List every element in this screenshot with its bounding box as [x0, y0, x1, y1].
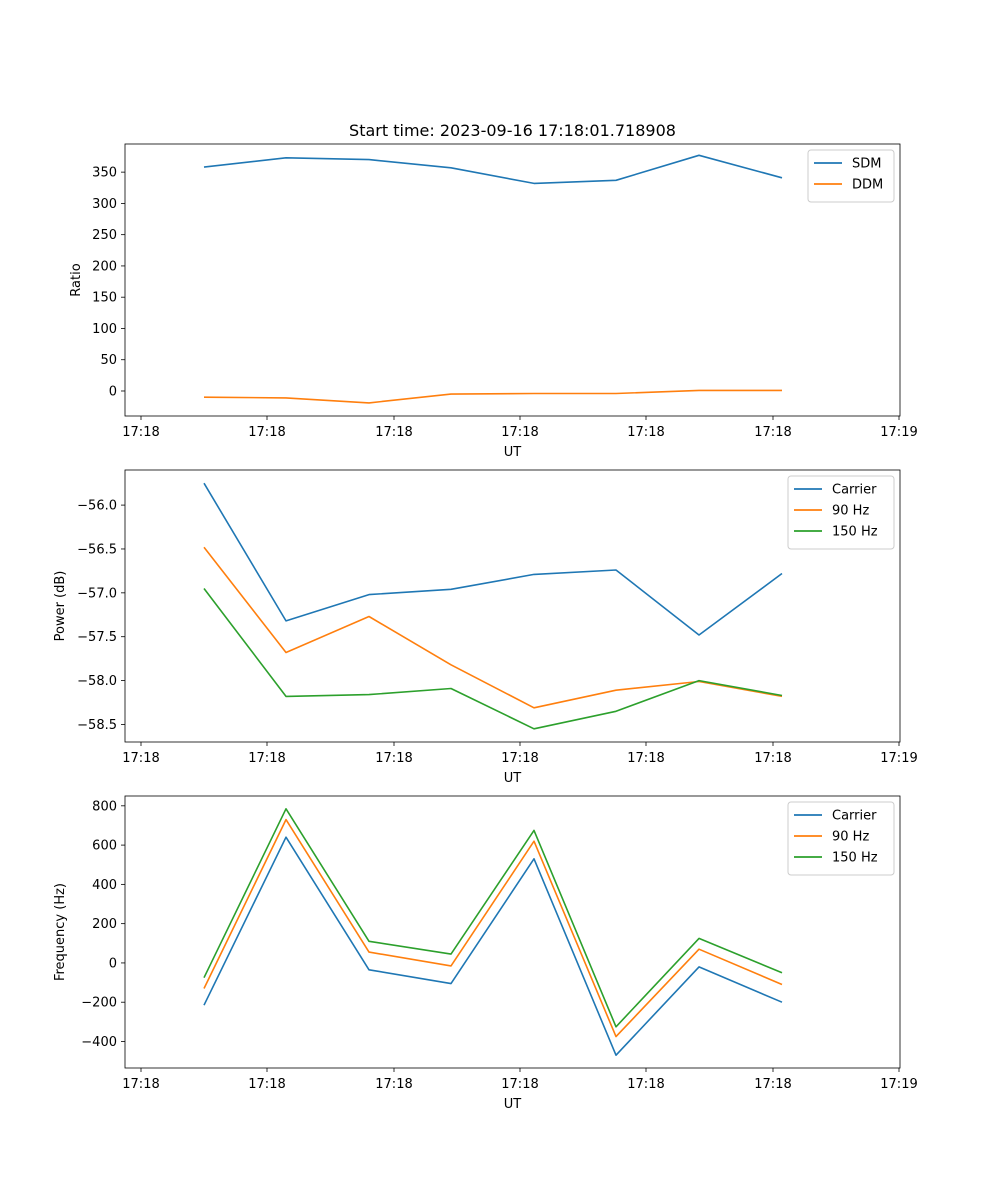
x-tick-label: 17:19: [880, 425, 917, 440]
legend: Carrier 90 Hz 150 Hz: [787, 475, 895, 550]
series-line-90-hz: [203, 546, 783, 709]
y-axis-label: Power (dB): [53, 571, 68, 642]
x-tick-label: 17:18: [754, 751, 791, 766]
x-tick-label: 17:18: [501, 425, 538, 440]
y-tick-label: 250: [92, 228, 117, 243]
plot-frame: [124, 469, 901, 743]
x-tick-label: 17:18: [122, 1077, 159, 1092]
y-tick-label: −57.0: [77, 586, 117, 601]
series-line-150-hz: [203, 588, 783, 730]
subplot-1: 17:18 17:18 17:18 17:18 17:18 17:18 17:19 0 50 10…: [69, 143, 918, 460]
y-tick-label: 100: [92, 322, 117, 337]
x-tick-label: 17:18: [627, 425, 664, 440]
x-axis-label: UT: [504, 1097, 522, 1112]
y-tick-label: 0: [109, 384, 117, 399]
y-tick-label: −57.5: [77, 630, 117, 645]
legend-label: Carrier: [832, 809, 877, 824]
x-axis-label: UT: [504, 445, 522, 460]
x-tick-label: 17:18: [122, 425, 159, 440]
y-tick-label: 800: [92, 799, 117, 814]
x-tick-label: 17:18: [501, 751, 538, 766]
x-tick-label: 17:18: [501, 1077, 538, 1092]
x-tick-label: 17:18: [248, 751, 285, 766]
legend: SDM DDM: [807, 149, 895, 203]
legend-label: DDM: [852, 178, 883, 193]
chart-title: Start time: 2023-09-16 17:18:01.718908: [349, 121, 676, 140]
subplot-3: 17:18 17:18 17:18 17:18 17:18 17:18 17:19 −400 −…: [53, 795, 918, 1112]
y-tick-label: −400: [81, 1035, 117, 1050]
x-tick-label: 17:18: [627, 1077, 664, 1092]
plot-frame: [124, 795, 901, 1069]
x-tick-label: 17:18: [754, 1077, 791, 1092]
y-axis-label: Ratio: [69, 263, 84, 296]
plot-frame: [124, 143, 901, 417]
y-tick-label: 150: [92, 291, 117, 306]
y-tick-label: 600: [92, 839, 117, 854]
series-line-90-hz: [203, 818, 783, 1038]
y-axis-label: Frequency (Hz): [53, 883, 68, 981]
y-tick-label: 400: [92, 878, 117, 893]
y-tick-label: 200: [92, 259, 117, 274]
x-tick-label: 17:18: [375, 425, 412, 440]
legend-label: 150 Hz: [832, 525, 878, 540]
y-tick-label: −200: [81, 996, 117, 1011]
y-tick-label: −58.0: [77, 674, 117, 689]
x-tick-label: 17:18: [754, 425, 791, 440]
x-tick-label: 17:18: [248, 425, 285, 440]
x-tick-label: 17:19: [880, 751, 917, 766]
series-line-carrier: [203, 482, 783, 636]
x-tick-label: 17:18: [375, 751, 412, 766]
series-line-carrier: [203, 836, 783, 1056]
series-line-sdm: [203, 154, 783, 185]
y-tick-label: 0: [109, 956, 117, 971]
y-tick-label: 50: [100, 353, 117, 368]
y-tick-label: 300: [92, 197, 117, 212]
y-tick-label: 350: [92, 166, 117, 181]
x-tick-label: 17:18: [248, 1077, 285, 1092]
legend-label: 150 Hz: [832, 851, 878, 866]
legend-label: SDM: [852, 157, 881, 172]
legend-label: 90 Hz: [832, 504, 869, 519]
y-tick-label: −56.0: [77, 499, 117, 514]
x-axis-label: UT: [504, 771, 522, 786]
legend-label: 90 Hz: [832, 830, 869, 845]
x-tick-label: 17:18: [122, 751, 159, 766]
x-tick-label: 17:18: [375, 1077, 412, 1092]
x-tick-label: 17:19: [880, 1077, 917, 1092]
y-tick-label: −58.5: [77, 718, 117, 733]
series-line-ddm: [203, 389, 782, 404]
x-tick-label: 17:18: [627, 751, 664, 766]
series-line-150-hz: [203, 807, 783, 1028]
y-tick-label: 200: [92, 917, 117, 932]
y-tick-label: −56.5: [77, 542, 117, 557]
legend-label: Carrier: [832, 483, 877, 498]
legend: Carrier 90 Hz 150 Hz: [787, 801, 895, 876]
subplot-2: 17:18 17:18 17:18 17:18 17:18 17:18 17:19 −58.5…: [53, 469, 918, 786]
